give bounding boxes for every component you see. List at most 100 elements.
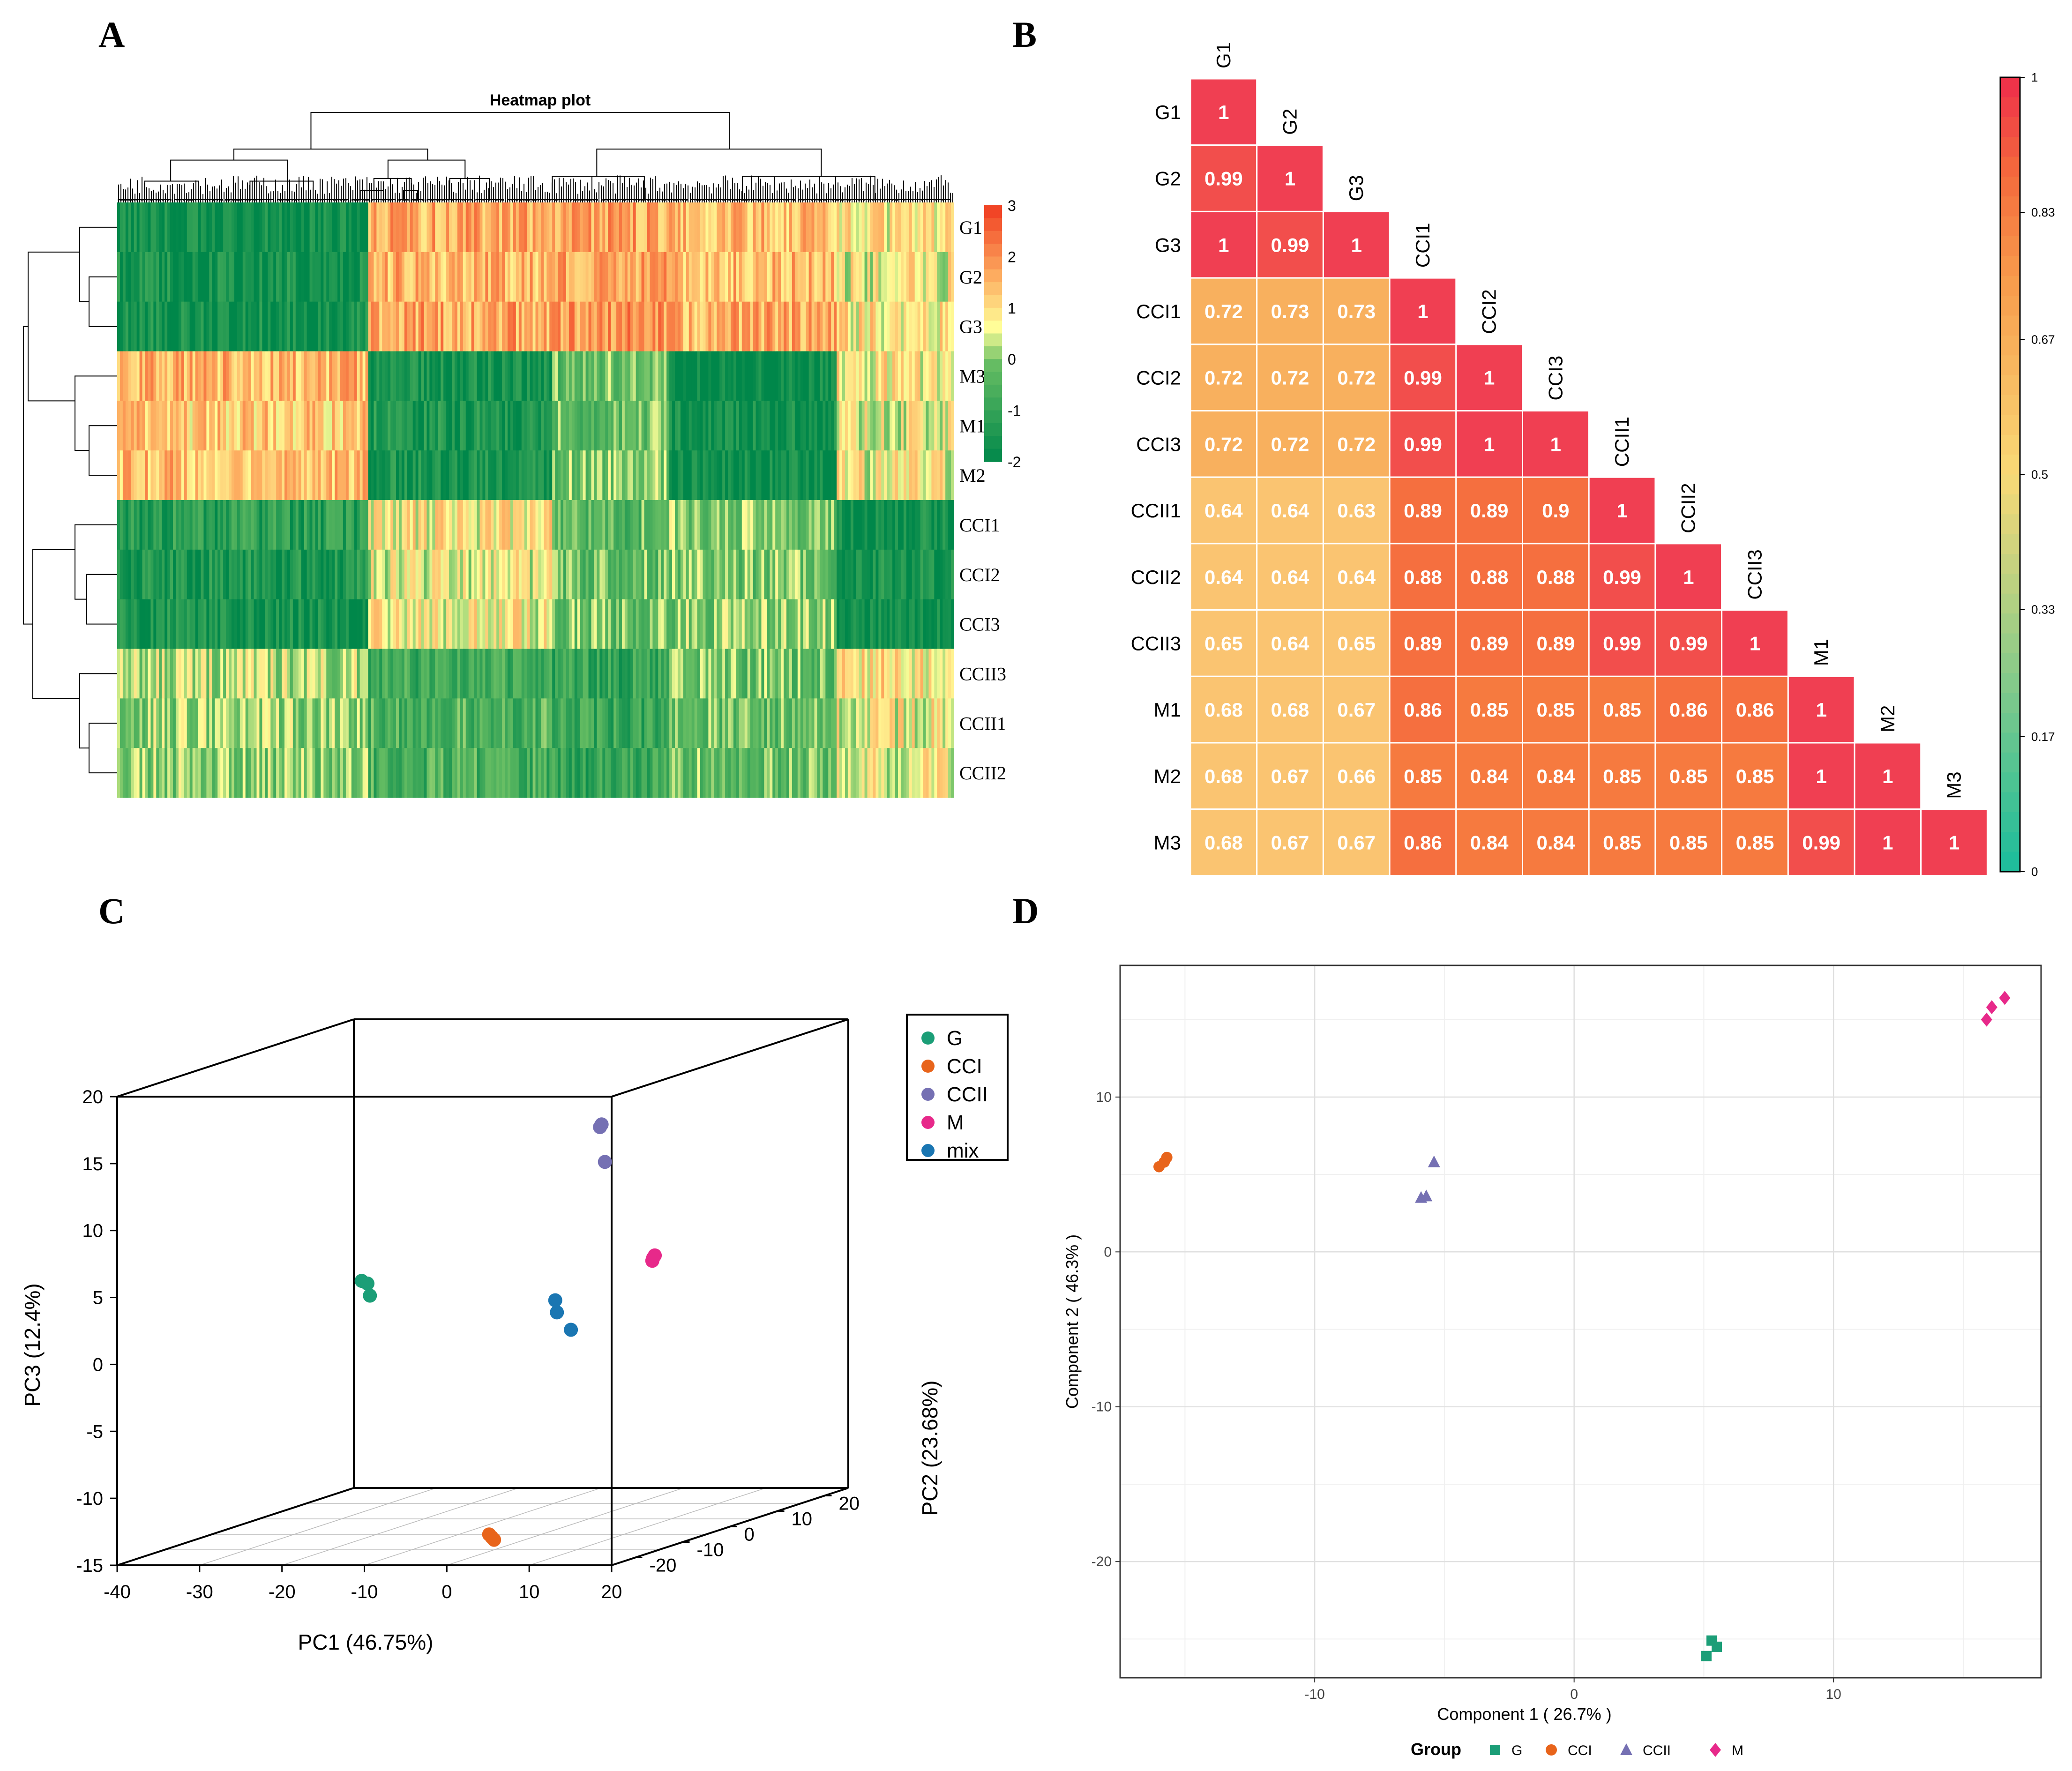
heatmap-cell <box>527 301 531 352</box>
heatmap-cell <box>675 252 678 302</box>
heatmap-cell <box>895 549 898 600</box>
heatmap-cell <box>153 202 157 253</box>
corr-value: 0.65 <box>1204 632 1243 654</box>
heatmap-cell <box>510 500 514 550</box>
heatmap-cell <box>318 202 321 253</box>
heatmap-cell <box>546 301 550 352</box>
heatmap-cell <box>329 351 332 401</box>
heatmap-cell <box>900 549 904 600</box>
heatmap-cell <box>178 301 182 352</box>
heatmap-cell <box>165 252 168 302</box>
heatmap-cell <box>156 351 159 401</box>
heatmap-cell <box>624 599 628 650</box>
heatmap-cell <box>864 351 868 401</box>
heatmap-cell <box>301 202 305 253</box>
heatmap-cell <box>530 698 533 748</box>
heatmap-cell <box>248 351 252 401</box>
heatmap-cell <box>820 549 823 600</box>
heatmap-cell <box>541 301 544 352</box>
heatmap-cell <box>898 698 901 748</box>
heatmap-cell <box>686 252 689 302</box>
heatmap-cell <box>784 301 787 352</box>
heatmap-cell <box>345 549 349 600</box>
heatmap-cell <box>675 500 678 550</box>
pca-legend-label: CCI <box>947 1055 982 1078</box>
heatmap-cell <box>120 748 123 798</box>
row-dendrogram-branch <box>32 549 80 699</box>
heatmap-cell <box>254 649 257 699</box>
heatmap-cell <box>900 351 904 401</box>
heatmap-cell <box>736 202 740 253</box>
heatmap-cell <box>599 500 603 550</box>
scatter-point-g <box>1712 1641 1722 1652</box>
heatmap-cell <box>429 599 433 650</box>
heatmap-cell <box>435 698 438 748</box>
heatmap-cell <box>705 202 709 253</box>
heatmap-cell <box>602 351 606 401</box>
heatmap-cell <box>926 301 929 352</box>
heatmap-cell <box>468 549 472 600</box>
heatmap-cell <box>254 301 257 352</box>
heatmap-cell <box>229 401 232 451</box>
heatmap-cell <box>491 351 494 401</box>
heatmap-cell <box>248 599 252 650</box>
heatmap-cell <box>156 549 159 600</box>
heatmap-cell <box>683 252 687 302</box>
heatmap-cell <box>942 649 946 699</box>
heatmap-cell <box>265 549 268 600</box>
heatmap-cell <box>940 401 943 451</box>
heatmap-cell <box>513 450 516 501</box>
heatmap-cell <box>544 500 547 550</box>
heatmap-cell <box>605 351 608 401</box>
heatmap-cell <box>850 202 854 253</box>
heatmap-cell <box>284 351 288 401</box>
heatmap-cell <box>231 748 235 798</box>
heatmap-cell <box>708 500 711 550</box>
heatmap-cell <box>797 500 801 550</box>
heatmap-cell <box>563 401 567 451</box>
heatmap-cell <box>318 500 321 550</box>
heatmap-cell <box>206 450 209 501</box>
heatmap-cell <box>731 549 734 600</box>
heatmap-cell <box>485 301 488 352</box>
heatmap-cell <box>120 202 123 253</box>
heatmap-cell <box>426 698 430 748</box>
heatmap-cell <box>248 698 252 748</box>
heatmap-cell <box>806 301 809 352</box>
heatmap-cell <box>847 599 851 650</box>
corr-cell <box>1322 808 1391 876</box>
heatmap-cell <box>508 351 511 401</box>
heatmap-cell <box>920 351 924 401</box>
heatmap-cell <box>680 401 684 451</box>
heatmap-cell <box>867 202 871 253</box>
heatmap-cell <box>337 549 341 600</box>
heatmap-cell <box>914 649 918 699</box>
heatmap-cell <box>594 301 597 352</box>
heatmap-cell <box>940 202 943 253</box>
heatmap-cell <box>636 549 639 600</box>
heatmap-cell <box>717 202 720 253</box>
row-dendrogram-branch <box>79 226 117 302</box>
heatmap-cell <box>928 549 932 600</box>
heatmap-cell <box>856 599 860 650</box>
corr-value: 0.99 <box>1802 832 1840 854</box>
heatmap-cell <box>633 401 636 451</box>
heatmap-cell <box>744 301 748 352</box>
heatmap-cell <box>599 252 603 302</box>
heatmap-cell <box>555 549 558 600</box>
heatmap-cell <box>583 252 586 302</box>
scatter-y-tick-label: 0 <box>1104 1244 1112 1260</box>
heatmap-cell <box>602 301 606 352</box>
heatmap-cell <box>424 450 427 501</box>
heatmap-cell <box>558 698 561 748</box>
heatmap-cell <box>828 500 831 550</box>
heatmap-cell <box>532 599 536 650</box>
heatmap-cell <box>304 252 307 302</box>
heatmap-cell <box>404 351 408 401</box>
heatmap-cell <box>229 500 232 550</box>
heatmap-cell <box>348 202 352 253</box>
corr-colorbar-swatch <box>2000 693 2020 713</box>
heatmap-cell <box>658 202 661 253</box>
heatmap-cell <box>226 698 229 748</box>
heatmap-cell <box>703 748 706 798</box>
